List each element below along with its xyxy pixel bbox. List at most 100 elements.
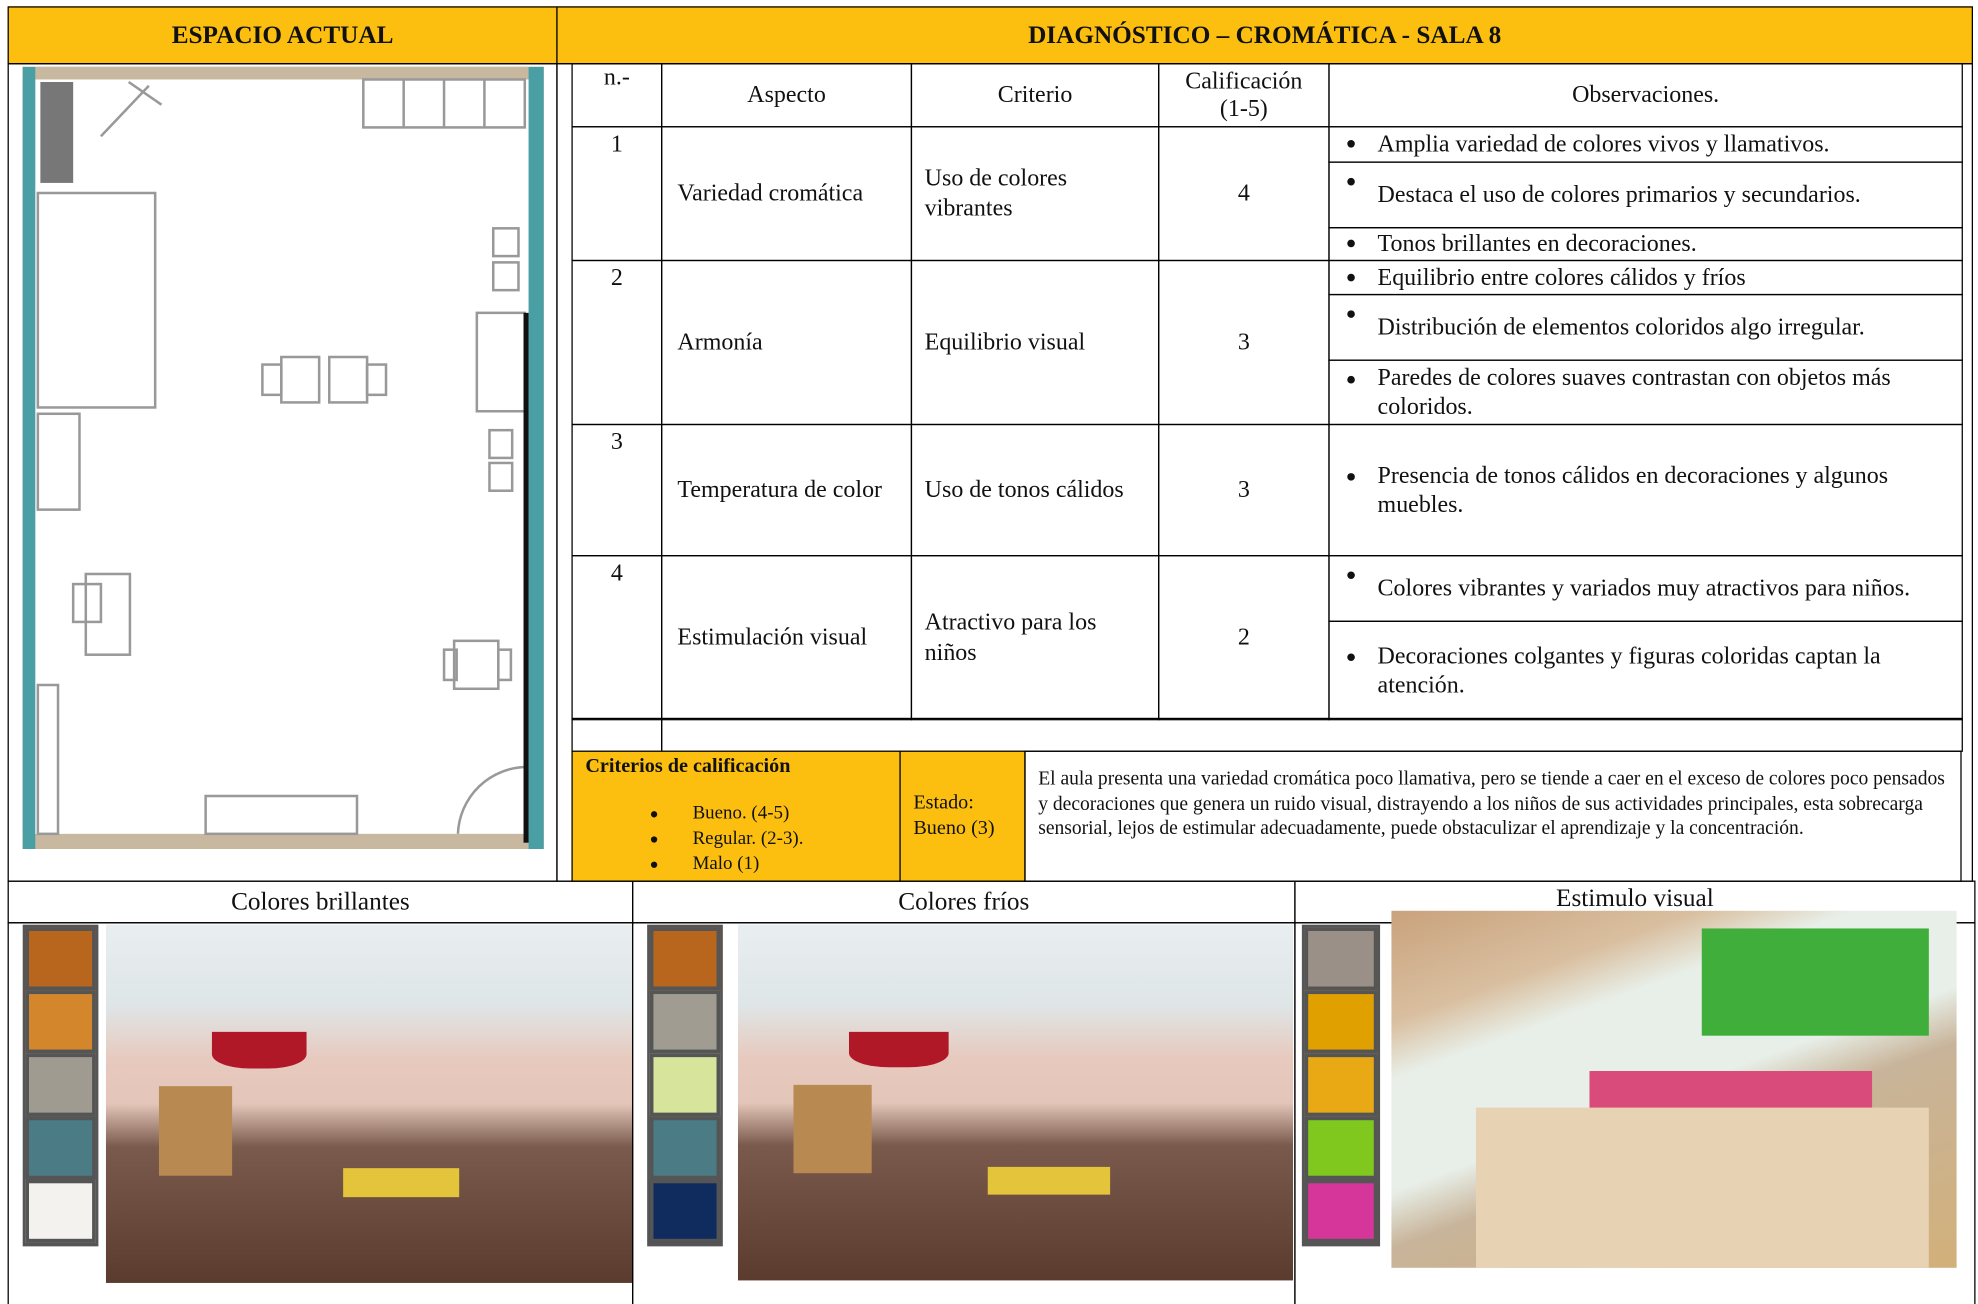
- observation-text: Destaca el uso de colores primarios y se…: [1377, 181, 1861, 209]
- classroom-photo: [105, 924, 634, 1283]
- column-header-text: Calificación (1-5): [1185, 67, 1303, 122]
- color-swatch: [25, 1053, 96, 1117]
- aspect-cell: Armonía: [661, 259, 913, 426]
- bullet: [1347, 473, 1355, 481]
- color-swatch: [649, 1179, 721, 1243]
- column-header-text: n.-: [603, 64, 630, 91]
- observation-cell: Paredes de colores suaves contrastan con…: [1328, 359, 1963, 426]
- left-header: ESPACIO ACTUAL: [7, 6, 558, 65]
- observation-text: Amplia variedad de colores vivos y llama…: [1377, 131, 1830, 158]
- legend-item-text: Bueno. (4-5): [692, 803, 790, 824]
- color-swatch: [25, 927, 96, 991]
- observation-text: Decoraciones colgantes y figuras colorid…: [1377, 642, 1881, 699]
- column-header-text: Observaciones.: [1572, 81, 1720, 108]
- score-text: 3: [1237, 328, 1250, 356]
- observation-text: Tonos brillantes en decoraciones.: [1377, 230, 1697, 258]
- bullet: [1347, 653, 1355, 662]
- criterion-cell: Uso de colores vibrantes: [910, 126, 1160, 262]
- legend-item-text: Malo (1): [692, 854, 760, 875]
- observation-cell: Equilibrio entre colores cálidos y fríos: [1328, 259, 1963, 296]
- legend-title: Criterios de calificación: [585, 755, 791, 778]
- observation-cell: Colores vibrantes y variados muy atracti…: [1328, 555, 1963, 622]
- header-title: DIAGNÓSTICO – CROMÁTICA - SALA 8: [1028, 21, 1502, 50]
- color-swatch: [1304, 990, 1378, 1054]
- aspect-text: Variedad cromática: [677, 179, 864, 207]
- color-swatch: [1304, 1179, 1378, 1243]
- column-header: Calificación (1-5): [1158, 63, 1330, 128]
- color-swatch: [649, 990, 721, 1054]
- summary-text: El aula presenta una variedad cromática …: [1038, 768, 1945, 839]
- aspect-text: Armonía: [677, 328, 763, 356]
- observation-cell: Decoraciones colgantes y figuras colorid…: [1328, 620, 1963, 721]
- observation-text: Equilibrio entre colores cálidos y fríos: [1377, 264, 1746, 291]
- photo-detail: [1476, 1107, 1929, 1268]
- aspect-cell: Temperatura de color: [661, 423, 913, 557]
- aspect-text: Temperatura de color: [677, 476, 883, 503]
- observation-text: Paredes de colores suaves contrastan con…: [1377, 364, 1891, 421]
- panel-title: Estimulo visual: [1556, 884, 1714, 913]
- row-number-text: 1: [610, 131, 623, 158]
- legend-cell: Criterios de calificación Bueno. (4-5) Reg…: [571, 750, 901, 882]
- legend-item: Malo (1): [585, 852, 886, 877]
- criterion-text: Equilibrio visual: [924, 328, 1086, 356]
- column-header-text: Aspecto: [747, 81, 826, 108]
- bullet: [650, 810, 658, 817]
- row-number-text: 3: [610, 428, 623, 456]
- bullet: [650, 835, 658, 843]
- criterion-cell: Atractivo para los niños: [910, 555, 1160, 721]
- observation-text: Distribución de elementos coloridos algo…: [1377, 314, 1865, 341]
- color-swatch: [649, 1116, 721, 1180]
- aspect-cell: Variedad cromática: [661, 126, 913, 262]
- criterion-cell: Uso de tonos cálidos: [910, 423, 1160, 557]
- bullet: [1347, 273, 1355, 281]
- photo-detail: [158, 1085, 233, 1176]
- panel-title-cell: Colores brillantes: [7, 880, 634, 924]
- row-number: 1: [571, 126, 663, 262]
- panel-title: Colores fríos: [898, 888, 1030, 916]
- color-swatch: [649, 927, 721, 991]
- photo-detail: [343, 1168, 460, 1197]
- score-text: 3: [1237, 476, 1250, 503]
- panel-title-cell: Estimulo visual: [1294, 880, 1976, 924]
- score-text: 4: [1237, 179, 1250, 207]
- row-number-text: 4: [610, 560, 623, 587]
- column-header-text: Criterio: [997, 81, 1073, 108]
- photo-detail: [211, 1032, 307, 1068]
- classroom-photo: [737, 924, 1294, 1281]
- observation-text: Colores vibrantes y variados muy atracti…: [1377, 575, 1911, 602]
- observation-cell: Amplia variedad de colores vivos y llama…: [1328, 126, 1963, 163]
- header-title: ESPACIO ACTUAL: [171, 21, 394, 50]
- color-swatch: [1304, 927, 1378, 991]
- color-swatch: [649, 1053, 721, 1117]
- bullet: [1347, 310, 1355, 318]
- observation-cell: Presencia de tonos cálidos en decoracion…: [1328, 423, 1963, 557]
- observation-cell: Destaca el uso de colores primarios y se…: [1328, 161, 1963, 229]
- blank-row: [661, 717, 1963, 752]
- color-swatch: [25, 1179, 96, 1243]
- floor-plan: [22, 66, 544, 849]
- row-number-text: 2: [610, 264, 623, 292]
- photo-detail: [848, 1031, 949, 1067]
- bullet: [1347, 177, 1355, 186]
- score-cell: 3: [1158, 423, 1330, 557]
- panel-title: Colores brillantes: [231, 888, 410, 916]
- photo-detail: [793, 1084, 872, 1174]
- criterion-text: Uso de tonos cálidos: [924, 476, 1124, 503]
- score-text: 2: [1237, 623, 1250, 651]
- bullet: [650, 860, 658, 868]
- criterion-text: Atractivo para los niños: [924, 608, 1097, 666]
- status-cell: Estado: Bueno (3): [899, 750, 1026, 882]
- score-cell: 3: [1158, 259, 1330, 426]
- observation-text: Presencia de tonos cálidos en decoracion…: [1377, 462, 1889, 518]
- photo-detail: [1702, 928, 1929, 1036]
- criterion-text: Uso de colores vibrantes: [924, 164, 1068, 222]
- panel-title-cell: Colores fríos: [632, 880, 1296, 924]
- legend-item: Regular. (2-3).: [585, 826, 886, 851]
- score-cell: 2: [1158, 555, 1330, 721]
- bullet: [1347, 375, 1355, 383]
- legend-item: Bueno. (4-5): [585, 801, 886, 826]
- photo-detail: [987, 1166, 1110, 1196]
- criterion-cell: Equilibrio visual: [910, 259, 1160, 426]
- row-number: 2: [571, 259, 663, 426]
